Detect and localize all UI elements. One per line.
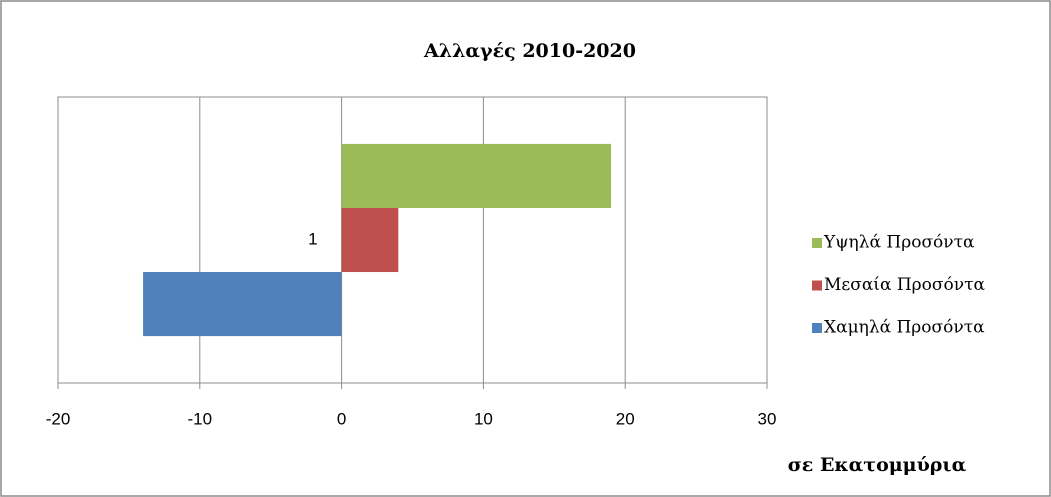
x-tick-label: 0	[337, 409, 346, 428]
x-tick-label: 30	[758, 409, 777, 428]
legend-swatch	[812, 323, 822, 333]
legend-label: Μεσαία Προσόντα	[824, 275, 985, 295]
legend-label: Χαμηλά Προσόντα	[824, 318, 985, 338]
legend-swatch	[812, 280, 822, 291]
legend-swatch	[812, 238, 822, 248]
x-tick-label: 20	[616, 409, 635, 428]
x-tick-label: 10	[474, 409, 493, 428]
chart-title: Αλλαγές 2010-2020	[423, 40, 636, 62]
y-tick-label: 1	[308, 229, 317, 248]
bar	[341, 207, 399, 273]
bar	[143, 272, 342, 337]
legend-label: Υψηλά Προσόντα	[823, 233, 975, 253]
bar	[341, 143, 612, 208]
x-axis-title: σε Εκατομμύρια	[788, 454, 967, 476]
x-tick-label: -20	[46, 409, 71, 428]
x-tick-label: -10	[188, 409, 213, 428]
